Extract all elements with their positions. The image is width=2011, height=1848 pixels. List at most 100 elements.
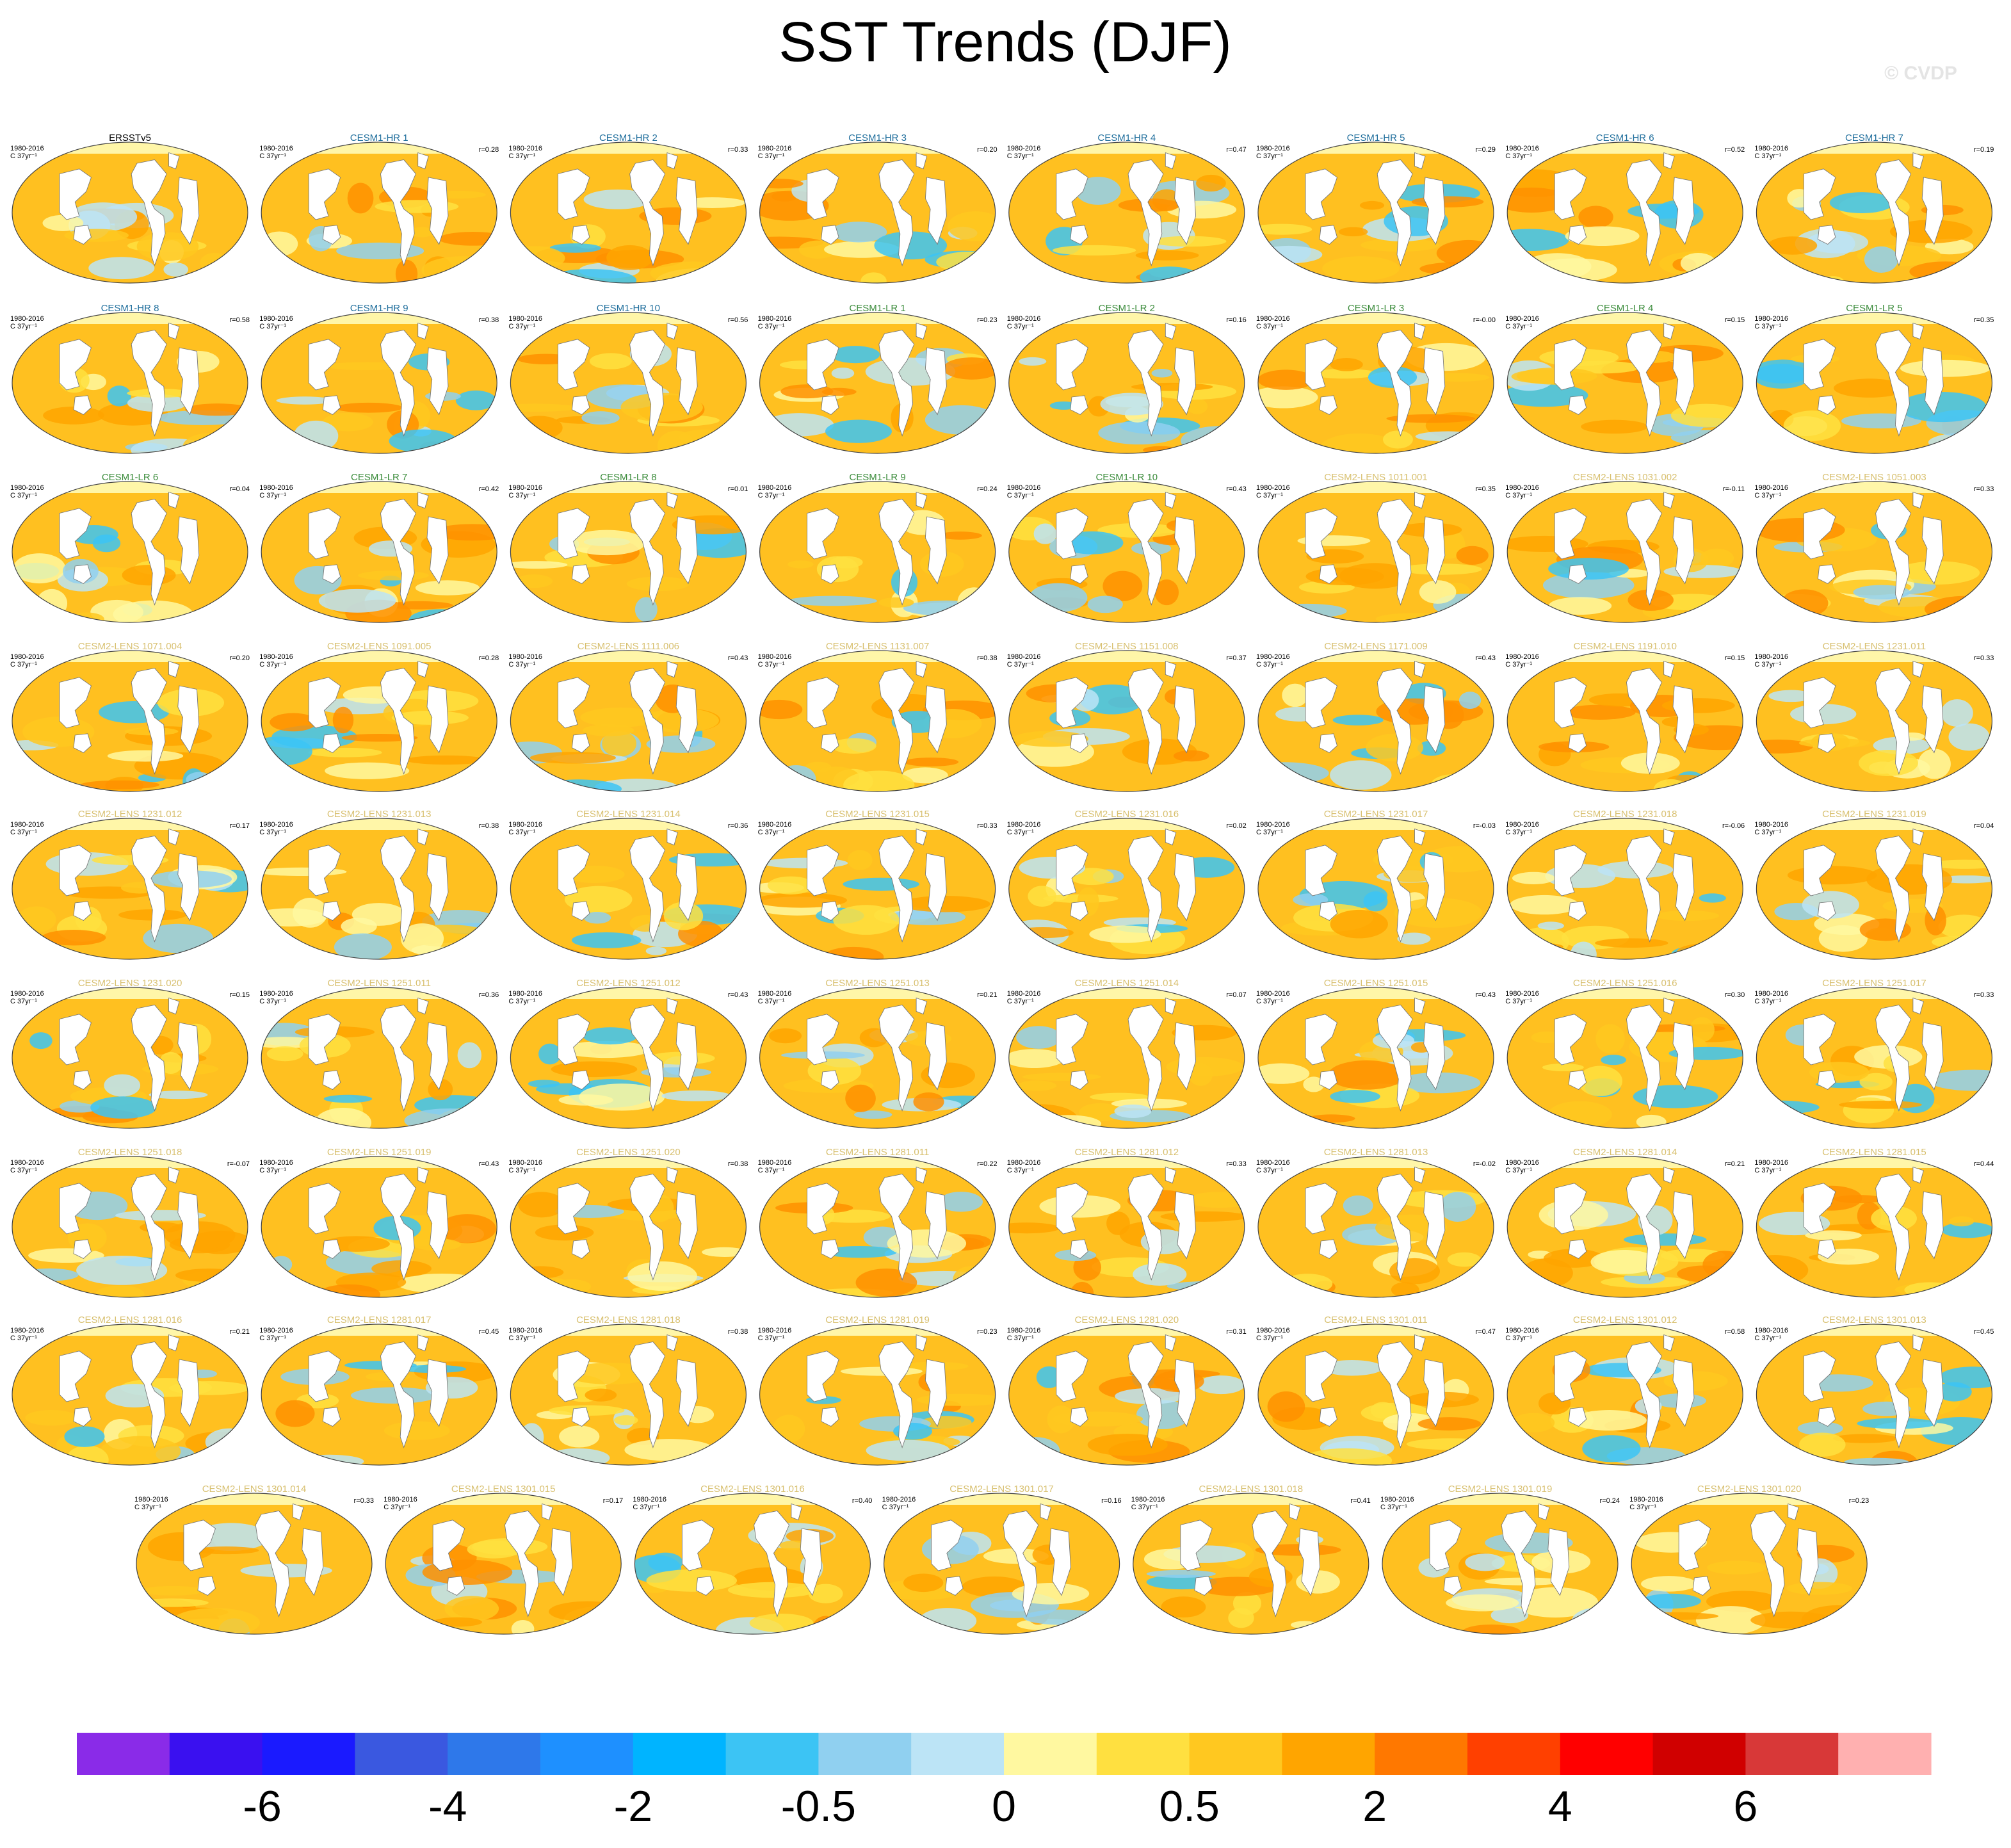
trend-blob — [199, 1110, 248, 1128]
map — [1258, 1324, 1494, 1465]
trend-blob — [1490, 1607, 1529, 1624]
panel-title: CESM1-LR 10 — [1095, 472, 1158, 483]
period: 1980-2016 — [758, 145, 792, 152]
trend-blob — [627, 1261, 697, 1291]
colorbar-box — [1096, 1733, 1190, 1775]
trend-blob — [1507, 187, 1569, 213]
trend-blob — [200, 252, 230, 273]
trend-blob — [261, 231, 298, 257]
sea-ice-band — [1507, 142, 1743, 154]
trend-blob — [325, 762, 410, 779]
units: C 37yr⁻¹ — [1505, 323, 1532, 330]
panel-title: CESM1-LR 9 — [849, 472, 905, 483]
panel-title: CESM2-LENS 1231.013 — [327, 809, 432, 820]
correlation: r=0.23 — [1849, 1497, 1870, 1505]
trend-blob — [1430, 774, 1482, 791]
correlation: r=0.45 — [1974, 1328, 1994, 1336]
sea-ice-band — [1631, 1493, 1868, 1505]
map-outline — [261, 987, 497, 1129]
map — [1756, 142, 1992, 283]
trend-blob — [1924, 596, 1992, 622]
trend-blob — [1151, 368, 1173, 378]
trend-blob — [1548, 597, 1612, 615]
units: C 37yr⁻¹ — [10, 1334, 37, 1342]
trend-blob — [186, 772, 213, 788]
colorbar-label: -2 — [614, 1782, 652, 1831]
panel-title: CESM2-LENS 1301.020 — [1697, 1484, 1802, 1495]
trend-blob — [825, 419, 892, 443]
trend-blob — [845, 1084, 876, 1112]
trend-blob — [1034, 1115, 1102, 1128]
sea-ice-band — [510, 482, 747, 493]
trend-blob — [1133, 1263, 1187, 1286]
period: 1980-2016 — [1007, 484, 1041, 492]
trend-blob — [1563, 704, 1636, 720]
period: 1980-2016 — [758, 821, 792, 829]
correlation: r=0.19 — [1974, 146, 1994, 154]
period: 1980-2016 — [508, 1327, 542, 1334]
sea-ice-band — [1756, 818, 1992, 830]
trend-blob — [1572, 1410, 1647, 1431]
map — [1258, 818, 1494, 959]
trend-blob — [1548, 558, 1629, 580]
trend-blob — [1076, 177, 1121, 205]
trend-blob — [510, 605, 569, 622]
map — [634, 1493, 871, 1634]
units: C 37yr⁻¹ — [1007, 998, 1034, 1005]
map — [1507, 1156, 1743, 1297]
period: 1980-2016 — [10, 653, 44, 661]
correlation: r=0.56 — [728, 316, 748, 324]
trend-blob — [938, 531, 982, 540]
sea-ice-band — [1008, 1324, 1245, 1336]
trend-blob — [294, 1454, 364, 1465]
map-outline — [510, 142, 747, 284]
sea-ice-band — [136, 1493, 372, 1505]
map — [1008, 482, 1245, 622]
panel-title: CESM2-LENS 1251.011 — [327, 978, 430, 989]
map — [261, 312, 497, 453]
trend-blob — [854, 1110, 892, 1119]
panel-title: CESM1-HR 9 — [350, 303, 408, 314]
trend-blob — [1590, 1249, 1658, 1274]
map-outline — [261, 1156, 497, 1298]
trend-blob — [1017, 1080, 1057, 1091]
trend-blob — [1578, 1066, 1622, 1096]
period: 1980-2016 — [259, 653, 293, 661]
trend-blob — [1152, 236, 1227, 247]
colorbar-box — [1004, 1733, 1097, 1775]
panel-title: CESM2-LENS 1231.018 — [1573, 809, 1677, 820]
trend-blob — [1707, 1560, 1766, 1575]
map — [1258, 651, 1494, 791]
correlation: r=0.16 — [1226, 316, 1247, 324]
trend-blob — [1462, 1624, 1521, 1634]
trend-blob — [1419, 261, 1494, 276]
period: 1980-2016 — [508, 821, 542, 829]
period: 1980-2016 — [1505, 1159, 1539, 1167]
panel-title: CESM2-LENS 1111.006 — [577, 641, 679, 652]
period: 1980-2016 — [1505, 821, 1539, 829]
map-outline — [261, 818, 497, 960]
trend-blob — [787, 560, 814, 569]
map — [261, 651, 497, 791]
panel-title: CESM2-LENS 1281.013 — [1324, 1147, 1428, 1158]
trend-blob — [831, 368, 855, 379]
map — [1008, 1156, 1245, 1297]
trend-blob — [323, 1094, 373, 1103]
trend-blob — [919, 1608, 977, 1634]
map — [1756, 1324, 1992, 1465]
trend-blob — [43, 406, 104, 425]
units: C 37yr⁻¹ — [1256, 661, 1283, 669]
trend-blob — [1833, 378, 1906, 398]
sea-ice-band — [1507, 987, 1743, 999]
correlation: r=0.45 — [479, 1328, 499, 1336]
map — [1258, 1156, 1494, 1297]
